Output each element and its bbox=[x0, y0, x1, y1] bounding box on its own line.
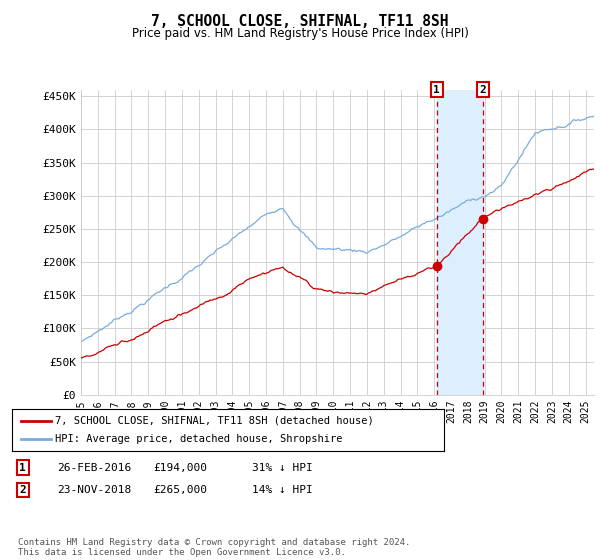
Text: 2: 2 bbox=[479, 85, 487, 95]
Text: £194,000: £194,000 bbox=[153, 463, 207, 473]
Text: 23-NOV-2018: 23-NOV-2018 bbox=[57, 485, 131, 495]
Text: 31% ↓ HPI: 31% ↓ HPI bbox=[252, 463, 313, 473]
Text: 1: 1 bbox=[19, 463, 26, 473]
Bar bbox=[437, 90, 483, 395]
Text: 14% ↓ HPI: 14% ↓ HPI bbox=[252, 485, 313, 495]
Text: 7, SCHOOL CLOSE, SHIFNAL, TF11 8SH (detached house): 7, SCHOOL CLOSE, SHIFNAL, TF11 8SH (deta… bbox=[55, 416, 374, 426]
Text: Contains HM Land Registry data © Crown copyright and database right 2024.
This d: Contains HM Land Registry data © Crown c… bbox=[18, 538, 410, 557]
Text: £265,000: £265,000 bbox=[153, 485, 207, 495]
Text: 1: 1 bbox=[433, 85, 440, 95]
Text: HPI: Average price, detached house, Shropshire: HPI: Average price, detached house, Shro… bbox=[55, 435, 343, 445]
Text: Price paid vs. HM Land Registry's House Price Index (HPI): Price paid vs. HM Land Registry's House … bbox=[131, 27, 469, 40]
Text: 2: 2 bbox=[19, 485, 26, 495]
Text: 7, SCHOOL CLOSE, SHIFNAL, TF11 8SH: 7, SCHOOL CLOSE, SHIFNAL, TF11 8SH bbox=[151, 14, 449, 29]
Text: 26-FEB-2016: 26-FEB-2016 bbox=[57, 463, 131, 473]
